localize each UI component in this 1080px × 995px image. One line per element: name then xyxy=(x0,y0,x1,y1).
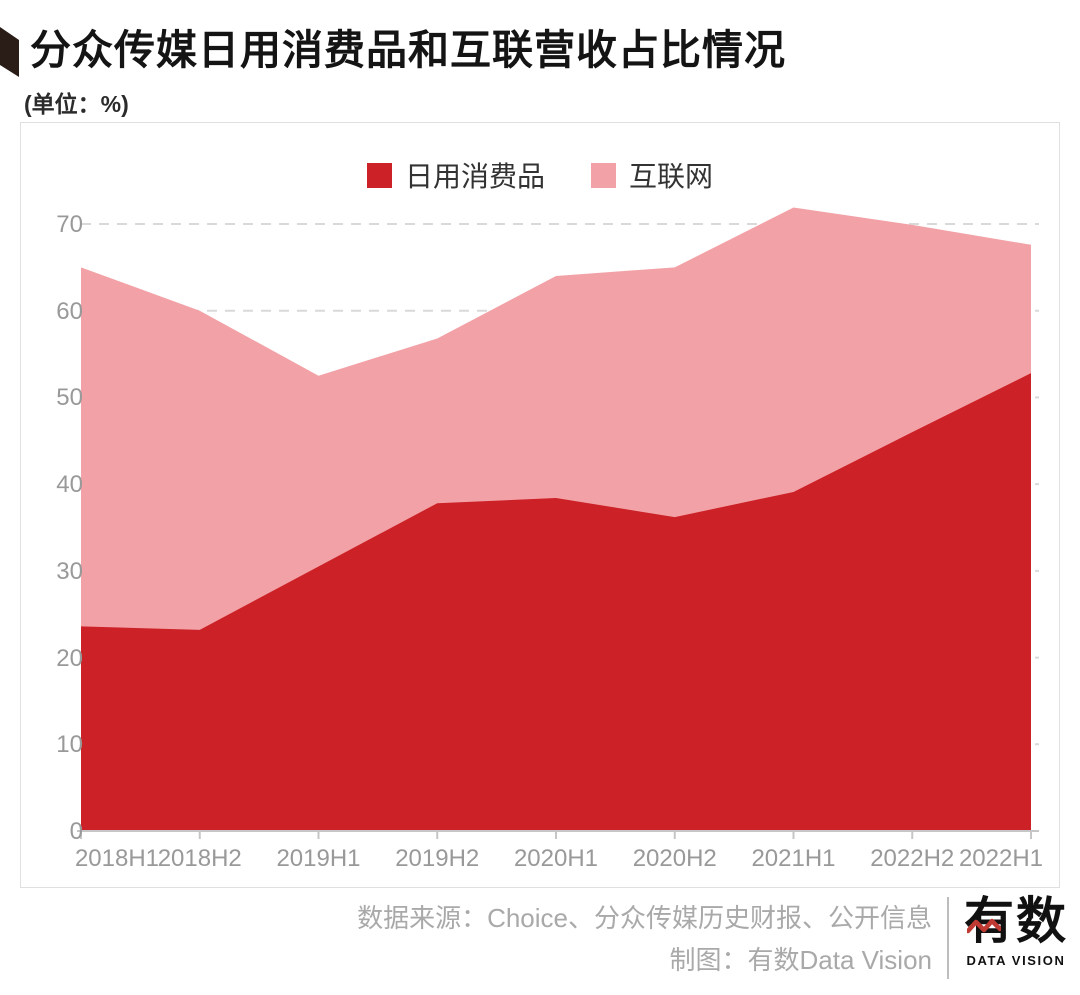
unit-label: (单位：%) xyxy=(24,91,129,117)
brand-logo: 有数 DATA VISION xyxy=(962,892,1070,968)
x-axis-label: 2019H2 xyxy=(395,845,480,872)
credit-text: 制图：有数Data Vision xyxy=(669,945,933,975)
x-axis-label: 2019H1 xyxy=(276,845,361,872)
data-source-text: 数据来源：Choice、分众传媒历史财报、公开信息 xyxy=(357,903,932,933)
legend-swatch-consumer xyxy=(366,162,392,188)
logo-cn-text: 有数 xyxy=(964,893,1068,949)
x-axis-label: 2020H1 xyxy=(513,845,599,872)
page-title: 分众传媒日用消费品和互联营收占比情况 xyxy=(30,27,786,73)
legend-item-consumer: 日用消费品 xyxy=(366,155,545,195)
legend-label-consumer: 日用消费品 xyxy=(404,161,545,192)
y-axis-label: 10 xyxy=(56,731,83,759)
footer-divider xyxy=(947,897,949,979)
y-axis-label: 20 xyxy=(56,644,83,672)
chart-card: 0 10 20 30 40 50 60 70 2018H1 2018H2 2019H1 2019H2 2… xyxy=(20,122,1060,888)
title-marker-icon xyxy=(0,27,19,77)
area-consumer xyxy=(81,373,1031,831)
legend-swatch-internet xyxy=(591,162,616,188)
logo-zigzag-icon xyxy=(967,918,1001,934)
x-axis-label: 2018H2 xyxy=(157,845,242,872)
y-axis-label: 40 xyxy=(56,471,83,499)
legend-item-internet: 互联网 xyxy=(591,155,713,195)
x-axis-label: 2022H2 xyxy=(870,845,955,872)
x-axis-label: 2018H1 xyxy=(74,845,160,872)
y-axis-label: 0 xyxy=(69,818,83,845)
y-axis-label: 30 xyxy=(56,557,83,585)
x-axis-label: 2022H1 xyxy=(958,845,1044,872)
y-axis-label: 50 xyxy=(56,384,83,412)
legend-label-internet: 互联网 xyxy=(629,161,714,192)
legend: 日用消费品 互联网 xyxy=(21,155,1059,195)
logo-en-text: DATA VISION xyxy=(966,953,1066,968)
x-axis-label: 2021H1 xyxy=(751,845,836,872)
chart-canvas xyxy=(77,207,1039,839)
y-axis-label: 70 xyxy=(56,211,83,238)
x-axis-label: 2020H2 xyxy=(632,845,717,872)
stacked-area-chart: 0 10 20 30 40 50 60 70 2018H1 2018H2 2019H1 2019H2 2… xyxy=(21,123,1059,887)
y-axis-label: 60 xyxy=(56,297,83,325)
